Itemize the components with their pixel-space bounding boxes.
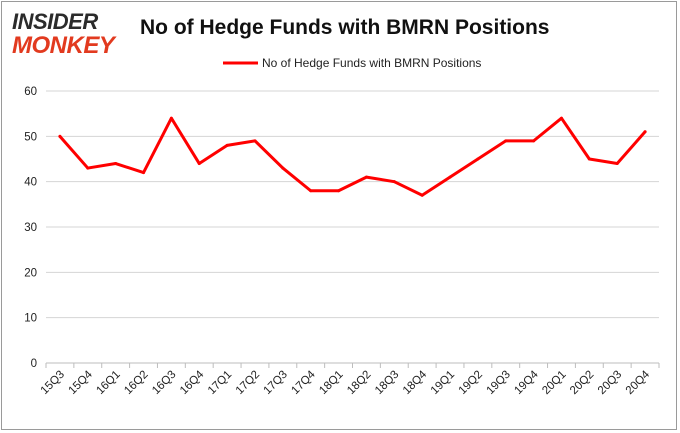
data-point-19Q3 (504, 139, 508, 143)
data-point-19Q2 (476, 157, 480, 161)
x-tick-label-20Q1: 20Q1 (540, 369, 568, 397)
y-tick-label-40: 40 (24, 177, 37, 189)
x-tick-label-16Q1: 16Q1 (94, 369, 122, 397)
data-point-18Q3 (392, 180, 396, 184)
x-tick-label-20Q2: 20Q2 (568, 369, 596, 397)
x-tick-label-20Q3: 20Q3 (596, 369, 624, 397)
data-point-16Q3 (169, 116, 173, 120)
x-tick-label-19Q2: 19Q2 (457, 369, 485, 397)
data-point-15Q4 (86, 166, 90, 170)
data-point-17Q1 (225, 143, 229, 147)
x-tick-label-17Q3: 17Q3 (262, 369, 290, 397)
data-point-15Q3 (58, 134, 62, 138)
x-tick-label-17Q4: 17Q4 (289, 368, 318, 397)
data-point-16Q2 (142, 171, 146, 175)
y-tick-label-50: 50 (24, 131, 37, 143)
gridlines (46, 90, 659, 319)
x-tick-label-20Q4: 20Q4 (624, 368, 653, 397)
x-tick-label-16Q2: 16Q2 (122, 369, 150, 397)
x-tick-label-19Q3: 19Q3 (484, 369, 512, 397)
data-point-18Q4 (420, 193, 424, 197)
y-tick-label-60: 60 (24, 86, 37, 98)
logo-line-1: INSIDER (12, 9, 98, 34)
data-point-17Q2 (253, 139, 257, 143)
x-tick-label-15Q4: 15Q4 (67, 368, 96, 397)
logo-line-2: MONKEY (12, 32, 115, 59)
x-tick-label-18Q3: 18Q3 (373, 369, 401, 397)
x-tick-label-16Q4: 16Q4 (178, 368, 207, 397)
data-point-19Q4 (532, 139, 536, 143)
legend: No of Hedge Funds with BMRN Positions (223, 56, 481, 70)
x-tick-label-17Q2: 17Q2 (234, 369, 262, 397)
y-axis-ticks: 0 10 20 30 40 50 60 (24, 86, 37, 370)
x-tick-label-18Q1: 18Q1 (317, 369, 345, 397)
x-tick-label-18Q4: 18Q4 (401, 368, 430, 397)
x-tick-label-19Q4: 19Q4 (512, 368, 541, 397)
data-point-20Q3 (615, 162, 619, 166)
x-axis-ticks: 15Q3 15Q4 16Q1 16Q2 16Q3 16Q4 17Q1 17Q2 17Q3 17Q4… (39, 363, 660, 397)
data-point-18Q2 (364, 175, 368, 179)
data-point-19Q1 (448, 175, 452, 179)
y-tick-label-20: 20 (24, 267, 37, 279)
data-point-17Q3 (281, 166, 285, 170)
data-point-18Q1 (337, 189, 341, 193)
data-point-20Q2 (587, 157, 591, 161)
chart-title: No of Hedge Funds with BMRN Positions (140, 16, 550, 39)
x-tick-label-16Q3: 16Q3 (150, 369, 178, 397)
series-line-0 (58, 116, 647, 197)
x-tick-label-15Q3: 15Q3 (39, 369, 67, 397)
data-point-16Q1 (114, 162, 118, 166)
legend-label: No of Hedge Funds with BMRN Positions (262, 56, 481, 70)
x-tick-label-18Q2: 18Q2 (345, 369, 373, 397)
y-tick-label-10: 10 (24, 313, 37, 325)
data-point-16Q4 (197, 162, 201, 166)
x-tick-label-19Q1: 19Q1 (429, 369, 457, 397)
y-tick-label-30: 30 (24, 222, 37, 234)
y-tick-label-0: 0 (31, 358, 37, 370)
x-tick-label-17Q1: 17Q1 (206, 369, 234, 397)
data-point-20Q4 (643, 130, 647, 134)
data-point-17Q4 (309, 189, 313, 193)
series-layer (58, 116, 647, 197)
insider-monkey-logo: INSIDER MONKEY (12, 9, 128, 59)
data-point-20Q1 (559, 116, 563, 120)
